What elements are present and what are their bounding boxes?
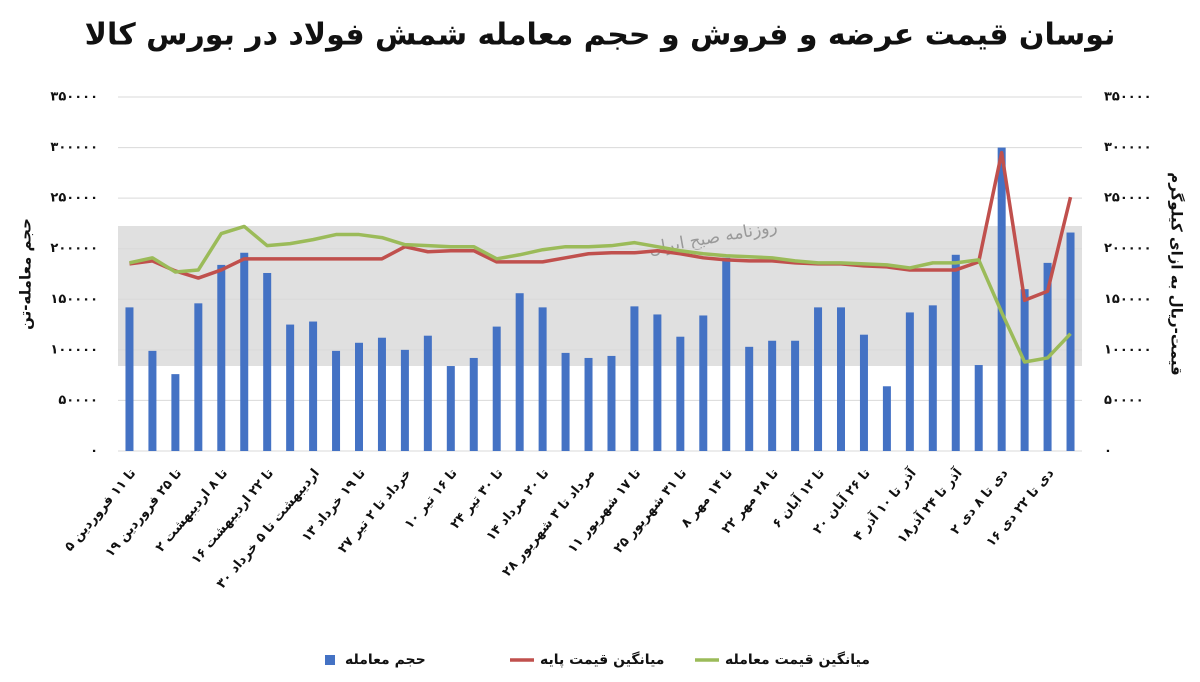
line bbox=[129, 150, 1073, 303]
y-tick-label: ۳۰۰۰۰۰ bbox=[50, 140, 98, 155]
bar bbox=[377, 337, 386, 451]
bar bbox=[263, 272, 272, 451]
bar bbox=[240, 252, 249, 451]
legend-swatch bbox=[325, 655, 335, 665]
legend-label: حجم معامله bbox=[345, 652, 426, 668]
bar bbox=[423, 335, 432, 451]
y2-tick-label: ۳۰۰۰۰۰ bbox=[1104, 140, 1152, 155]
bar bbox=[905, 312, 914, 451]
bar bbox=[194, 303, 203, 451]
bar bbox=[1066, 232, 1075, 451]
y2-tick-label: ۱۰۰۰۰۰ bbox=[1104, 342, 1152, 357]
x-tick-label: ۱۶ تا ۲۲ اردیبهشت bbox=[189, 466, 277, 567]
bar bbox=[538, 307, 547, 451]
y-tick-label: ۱۰۰۰۰۰ bbox=[50, 342, 98, 357]
bar bbox=[1020, 289, 1029, 451]
y-axis-title: حجم معامله-تن bbox=[17, 218, 35, 330]
bar bbox=[997, 147, 1006, 452]
bar bbox=[515, 293, 524, 451]
bar bbox=[561, 352, 570, 451]
bar bbox=[309, 321, 318, 451]
legend-label: میانگین قیمت معامله bbox=[725, 651, 870, 668]
bar bbox=[928, 305, 937, 451]
bar bbox=[814, 307, 823, 451]
x-tick-label: ۲۸ مرداد تا ۳ شهریور bbox=[500, 466, 599, 580]
y2-tick-label: ۲۰۰۰۰۰ bbox=[1104, 241, 1152, 256]
bar bbox=[148, 350, 157, 451]
y2-axis-title: قیمت-ریال به ازای کیلوگرم bbox=[1168, 172, 1186, 376]
y2-tick-label: ۵۰۰۰۰ bbox=[1104, 393, 1144, 408]
bar bbox=[653, 314, 662, 451]
bar bbox=[791, 340, 800, 451]
y2-tick-label: ۲۵۰۰۰۰ bbox=[1104, 191, 1152, 206]
bar bbox=[446, 366, 455, 451]
watermark-band bbox=[118, 226, 1082, 366]
bar bbox=[400, 349, 409, 451]
bar bbox=[171, 374, 180, 451]
bar bbox=[125, 307, 134, 451]
y-tick-label: ۲۰۰۰۰۰ bbox=[50, 241, 98, 256]
bar bbox=[699, 315, 708, 451]
bar bbox=[607, 355, 616, 451]
bar bbox=[286, 324, 295, 451]
bar bbox=[355, 342, 363, 451]
bar bbox=[768, 340, 777, 451]
y-tick-label: ۳۵۰۰۰۰ bbox=[50, 90, 98, 105]
bar bbox=[584, 357, 593, 451]
bar bbox=[882, 386, 891, 451]
bar bbox=[951, 254, 960, 451]
bar bbox=[217, 264, 226, 451]
chart-title: نوسان قیمت عرضه و فروش و حجم معامله شمش … bbox=[85, 18, 1116, 53]
bar bbox=[722, 257, 731, 451]
line bbox=[129, 224, 1072, 364]
y2-tick-label: ۱۵۰۰۰۰ bbox=[1104, 292, 1152, 307]
bar bbox=[492, 326, 501, 451]
bar bbox=[745, 346, 754, 451]
bar bbox=[837, 307, 845, 451]
bar bbox=[469, 357, 478, 451]
legend-label: میانگین قیمت پایه bbox=[540, 651, 664, 668]
y-tick-label: ۲۵۰۰۰۰ bbox=[50, 191, 98, 206]
y2-tick-label: ۳۵۰۰۰۰ bbox=[1104, 90, 1152, 105]
bar bbox=[974, 365, 983, 451]
y-tick-label: ۱۵۰۰۰۰ bbox=[50, 292, 98, 307]
bar bbox=[676, 336, 685, 451]
y-tick-label: ۰ bbox=[90, 444, 98, 459]
y-tick-label: ۵۰۰۰۰ bbox=[58, 393, 98, 408]
bar bbox=[332, 350, 341, 451]
y2-tick-label: ۰ bbox=[1104, 444, 1112, 459]
bar bbox=[630, 306, 639, 451]
bar bbox=[859, 334, 868, 451]
